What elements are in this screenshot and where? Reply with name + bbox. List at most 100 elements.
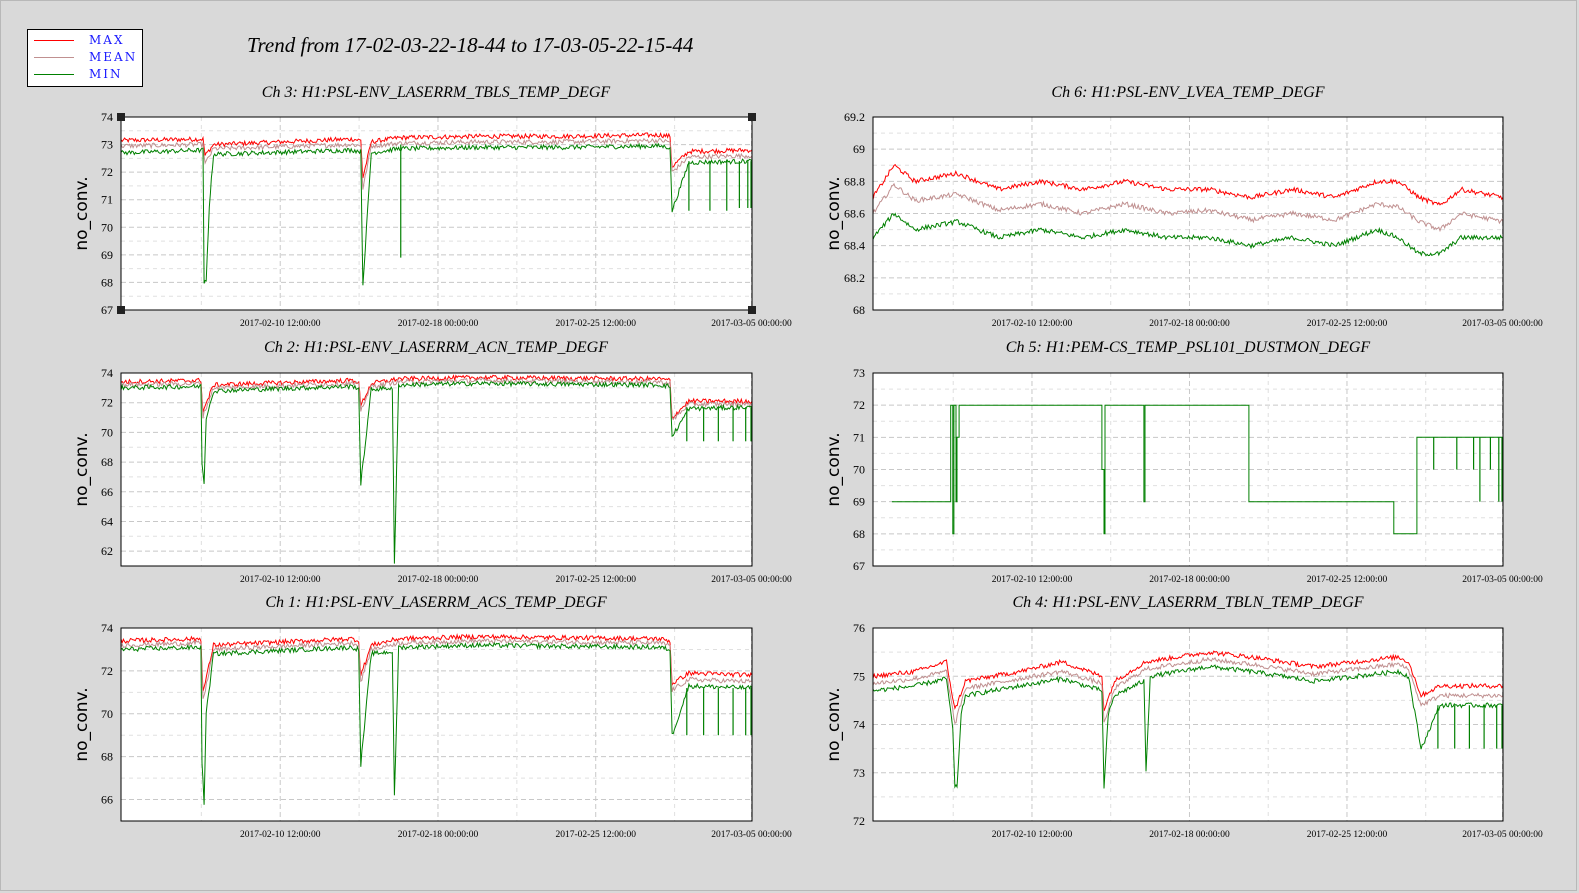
y-tick-label: 68 <box>853 303 865 317</box>
chart-title: Ch 1: H1:PSL-ENV_LASERRM_ACS_TEMP_DEGF <box>265 594 607 611</box>
x-tick-label: 2017-02-10 12:00:00 <box>240 319 321 329</box>
y-tick-label: 68.4 <box>844 239 865 253</box>
x-tick-label: 2017-02-18 00:00:00 <box>398 575 479 585</box>
y-tick-label: 71 <box>101 193 113 207</box>
y-tick-label: 67 <box>101 303 113 317</box>
x-tick-label: 2017-02-25 12:00:00 <box>1307 319 1388 329</box>
y-axis-label: no_conv. <box>824 432 844 506</box>
y-tick-label: 66 <box>101 793 113 807</box>
y-tick-label: 62 <box>101 544 113 558</box>
x-tick-label: 2017-02-10 12:00:00 <box>992 575 1073 585</box>
resize-handle[interactable] <box>748 113 756 121</box>
chart-title: Ch 3: H1:PSL-ENV_LASERRM_TBLS_TEMP_DEGF <box>262 84 611 101</box>
x-tick-label: 2017-02-10 12:00:00 <box>240 830 321 840</box>
y-tick-label: 68.2 <box>844 271 865 285</box>
y-tick-label: 72 <box>101 664 113 678</box>
legend-item-max: MAX <box>28 33 142 49</box>
series-line-max <box>120 633 753 692</box>
y-tick-label: 74 <box>853 718 865 732</box>
legend-label-max: MAX <box>89 33 125 47</box>
chart-panel-1: Ch 3: H1:PSL-ENV_LASERRM_TBLS_TEMP_DEGF 6… <box>72 84 792 329</box>
series-line-max <box>872 164 1504 206</box>
x-tick-label: 2017-03-05 00:00:00 <box>711 319 792 329</box>
chart-panel-2: Ch 6: H1:PSL-ENV_LVEA_TEMP_DEGF 68 68.2 68.… <box>824 84 1543 329</box>
y-axis-label: no_conv. <box>824 687 844 761</box>
y-tick-label: 68 <box>101 750 113 764</box>
series-line-mean <box>120 376 753 421</box>
y-axis-label: no_conv. <box>824 176 844 250</box>
x-tick-label: 2017-02-10 12:00:00 <box>992 830 1073 840</box>
plot-frame <box>120 372 753 567</box>
y-tick-label: 67 <box>853 559 865 573</box>
x-tick-label: 2017-03-05 00:00:00 <box>1462 830 1543 840</box>
series-line-min <box>891 404 1503 535</box>
series-line-max <box>120 374 753 419</box>
y-tick-label: 72 <box>101 165 113 179</box>
x-tick-label: 2017-02-10 12:00:00 <box>992 319 1073 329</box>
legend-label-mean: MEAN <box>89 50 138 64</box>
y-tick-label: 69.2 <box>844 110 865 124</box>
resize-handle[interactable] <box>748 306 756 314</box>
y-tick-label: 70 <box>101 707 113 721</box>
x-tick-label: 2017-02-25 12:00:00 <box>555 575 636 585</box>
y-tick-label: 68.6 <box>844 207 865 221</box>
x-tick-label: 2017-02-25 12:00:00 <box>1307 575 1388 585</box>
series-line-min <box>120 379 753 564</box>
y-tick-label: 69 <box>101 248 113 262</box>
chart-title: Ch 5: H1:PEM-CS_TEMP_PSL101_DUSTMON_DEGF <box>1006 339 1371 356</box>
chart-panel-6: Ch 4: H1:PSL-ENV_LASERRM_TBLN_TEMP_DEGF 7… <box>824 594 1543 840</box>
y-tick-label: 70 <box>853 463 865 477</box>
legend-label-min: MIN <box>89 67 123 81</box>
y-tick-label: 72 <box>853 814 865 828</box>
x-tick-label: 2017-02-18 00:00:00 <box>1149 319 1230 329</box>
y-tick-label: 74 <box>101 366 113 380</box>
legend-swatch-max <box>34 40 74 41</box>
series-line-mean <box>872 182 1504 233</box>
x-tick-label: 2017-02-18 00:00:00 <box>1149 830 1230 840</box>
y-tick-label: 66 <box>101 485 113 499</box>
resize-handle[interactable] <box>117 306 125 314</box>
series-line-min <box>120 641 753 805</box>
y-tick-label: 74 <box>101 621 113 635</box>
y-tick-label: 73 <box>853 366 865 380</box>
series-line-mean <box>120 137 753 190</box>
y-tick-label: 64 <box>101 514 113 528</box>
y-tick-label: 74 <box>101 110 113 124</box>
y-tick-label: 68 <box>101 455 113 469</box>
y-axis-label: no_conv. <box>72 176 92 250</box>
y-axis-label: no_conv. <box>72 687 92 761</box>
plot-frame <box>120 116 753 311</box>
series-line-max <box>120 132 753 179</box>
series-line-min <box>872 664 1504 789</box>
y-tick-label: 70 <box>101 220 113 234</box>
x-tick-label: 2017-03-05 00:00:00 <box>711 575 792 585</box>
x-tick-label: 2017-03-05 00:00:00 <box>711 830 792 840</box>
plot-area <box>121 373 752 566</box>
y-tick-label: 69 <box>853 495 865 509</box>
y-tick-label: 72 <box>853 398 865 412</box>
legend: MAX MEAN MIN <box>27 29 143 87</box>
chart-title: Ch 6: H1:PSL-ENV_LVEA_TEMP_DEGF <box>1051 84 1324 101</box>
x-tick-label: 2017-02-25 12:00:00 <box>1307 830 1388 840</box>
plot-area <box>121 628 752 821</box>
x-tick-label: 2017-02-18 00:00:00 <box>398 830 479 840</box>
x-tick-label: 2017-02-18 00:00:00 <box>1149 575 1230 585</box>
y-tick-label: 75 <box>853 669 865 683</box>
series-line-max <box>872 650 1504 712</box>
y-tick-label: 68.8 <box>844 174 865 188</box>
plot-frame <box>872 116 1504 311</box>
y-tick-label: 68 <box>853 527 865 541</box>
series-line-min <box>872 212 1504 257</box>
resize-handle[interactable] <box>117 113 125 121</box>
x-tick-label: 2017-02-25 12:00:00 <box>555 319 636 329</box>
series-line-min <box>120 142 753 286</box>
y-tick-label: 73 <box>101 138 113 152</box>
chart-panel-4: Ch 5: H1:PEM-CS_TEMP_PSL101_DUSTMON_DEGF… <box>824 339 1543 585</box>
legend-item-mean: MEAN <box>28 50 142 66</box>
legend-swatch-min <box>34 74 74 75</box>
x-tick-label: 2017-02-10 12:00:00 <box>240 575 321 585</box>
y-tick-label: 69 <box>853 142 865 156</box>
series-line-mean <box>120 637 753 699</box>
